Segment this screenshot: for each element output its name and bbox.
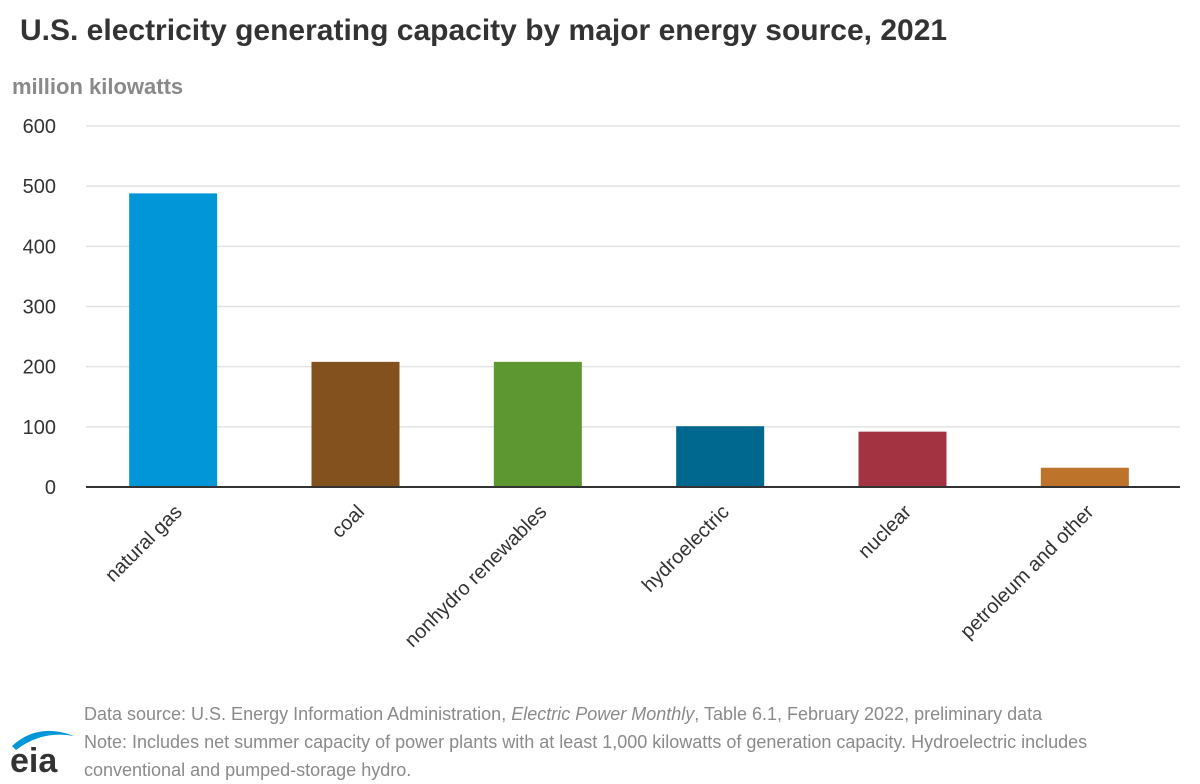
x-tick-label: coal: [328, 501, 370, 543]
bar-coal: [311, 361, 400, 487]
x-tick-label: hydroelectric: [638, 501, 734, 597]
bar-petroleum-and-other: [1040, 467, 1129, 487]
x-tick-label: nuclear: [854, 501, 916, 563]
bar-nonhydro-renewables: [493, 361, 582, 487]
x-tick-label: nonhydro renewables: [401, 501, 552, 652]
y-tick-label: 400: [23, 236, 56, 258]
x-tick-label: petroleum and other: [956, 501, 1098, 643]
note-line-1: Note: Includes net summer capacity of po…: [84, 732, 1088, 752]
note-line-2: conventional and pumped-storage hydro.: [84, 760, 412, 780]
eia-logo-icon: eia: [10, 730, 74, 776]
chart-footer: Data source: U.S. Energy Information Adm…: [84, 700, 1087, 784]
data-source-note: Data source: U.S. Energy Information Adm…: [84, 704, 1043, 724]
gridlines: [86, 125, 1180, 428]
publication-name: Electric Power Monthly: [511, 704, 695, 724]
y-axis-label: million kilowatts: [12, 74, 184, 99]
y-tick-label: 100: [23, 417, 56, 439]
bar-natural-gas: [129, 193, 218, 488]
svg-text:eia: eia: [10, 742, 58, 776]
bars: [129, 193, 1129, 488]
y-tick-label: 300: [23, 297, 56, 319]
x-tick-label: natural gas: [101, 501, 187, 587]
bar-hydroelectric: [676, 426, 765, 487]
x-axis-ticks: natural gas coal nonhydro renewables hydroe…: [101, 501, 1098, 652]
y-tick-label: 200: [23, 357, 56, 379]
y-tick-label: 0: [45, 477, 56, 499]
y-tick-label: 500: [23, 176, 56, 198]
y-axis-ticks: 0 100 200 300 400 500 600: [23, 116, 56, 499]
bar-nuclear: [858, 431, 947, 487]
chart-title: U.S. electricity generating capacity by …: [20, 14, 948, 47]
bar-chart: 0 100 200 300 400 500 600 natural gas coal nonhy…: [23, 116, 1180, 652]
y-tick-label: 600: [23, 116, 56, 138]
